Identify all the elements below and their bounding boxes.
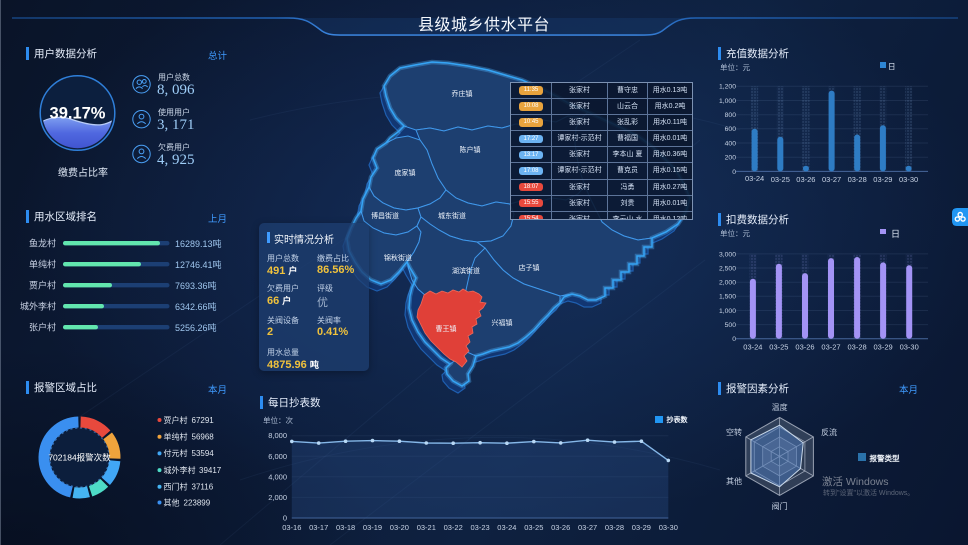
svg-text:其他: 其他: [164, 497, 180, 507]
svg-text:03-24: 03-24: [497, 523, 516, 532]
svg-text:03-27: 03-27: [821, 342, 840, 351]
svg-text:03-24: 03-24: [745, 174, 764, 183]
svg-text:200: 200: [725, 155, 737, 162]
svg-text:鱼龙村: 鱼龙村: [29, 238, 56, 249]
svg-text:城外李村: 城外李村: [20, 301, 56, 312]
svg-text:付元村: 付元村: [164, 448, 188, 458]
svg-text:03-26: 03-26: [551, 523, 570, 532]
svg-text:03-28: 03-28: [848, 342, 867, 351]
svg-text:单纯村: 单纯村: [164, 432, 188, 442]
svg-text:兴福镇: 兴福镇: [492, 318, 513, 327]
svg-text:1,000: 1,000: [719, 98, 736, 105]
svg-text:03-24: 03-24: [743, 342, 762, 351]
svg-text:锦秋街道: 锦秋街道: [384, 253, 412, 262]
svg-text:店子镇: 店子镇: [519, 263, 540, 272]
svg-text:4,000: 4,000: [268, 472, 287, 481]
svg-text:03-25: 03-25: [524, 523, 543, 532]
svg-text:1,500: 1,500: [719, 294, 736, 301]
svg-text:03-30: 03-30: [659, 523, 678, 532]
svg-text:53594: 53594: [192, 449, 215, 458]
svg-text:张户村: 张户村: [29, 322, 56, 333]
svg-text:2,500: 2,500: [719, 265, 736, 272]
svg-text:5256.26吨: 5256.26吨: [175, 322, 217, 333]
svg-text:16289.13吨: 16289.13吨: [175, 238, 222, 249]
svg-text:庞家镇: 庞家镇: [395, 168, 416, 177]
svg-text:0: 0: [732, 169, 736, 176]
svg-text:400: 400: [725, 140, 737, 147]
svg-text:03-21: 03-21: [417, 523, 436, 532]
svg-text:39.17%: 39.17%: [50, 105, 106, 123]
svg-text:6,000: 6,000: [268, 452, 287, 461]
svg-text:03-19: 03-19: [363, 523, 382, 532]
svg-text:03-16: 03-16: [282, 523, 301, 532]
svg-text:03-30: 03-30: [899, 175, 918, 184]
svg-text:56968: 56968: [192, 433, 215, 442]
svg-text:1,200: 1,200: [719, 84, 736, 91]
svg-text:0: 0: [283, 514, 287, 523]
svg-text:03-18: 03-18: [336, 523, 355, 532]
svg-text:城外李村: 城外李村: [164, 465, 196, 475]
svg-text:03-25: 03-25: [769, 342, 788, 351]
svg-text:城东街道: 城东街道: [438, 211, 466, 220]
svg-text:7693.36吨: 7693.36吨: [175, 280, 217, 291]
svg-text:03-28: 03-28: [848, 175, 867, 184]
svg-text:39417: 39417: [199, 466, 222, 475]
svg-text:03-27: 03-27: [822, 175, 841, 184]
svg-text:03-23: 03-23: [471, 523, 490, 532]
svg-text:03-20: 03-20: [390, 523, 409, 532]
svg-text:湖滨街道: 湖滨街道: [452, 266, 480, 275]
svg-text:6342.66吨: 6342.66吨: [175, 301, 217, 312]
svg-text:03-29: 03-29: [874, 342, 893, 351]
svg-text:2,000: 2,000: [719, 280, 736, 287]
svg-text:03-17: 03-17: [309, 523, 328, 532]
svg-text:03-25: 03-25: [771, 175, 790, 184]
svg-text:陈户镇: 陈户镇: [460, 145, 481, 154]
svg-text:阀门: 阀门: [772, 501, 788, 511]
svg-text:乔庄镇: 乔庄镇: [452, 89, 473, 98]
svg-text:博昌街道: 博昌街道: [371, 211, 399, 220]
svg-text:贾户村: 贾户村: [29, 280, 56, 291]
svg-text:800: 800: [725, 112, 737, 119]
svg-text:0: 0: [732, 336, 736, 343]
svg-text:曹王镇: 曹王镇: [436, 324, 457, 333]
svg-text:600: 600: [725, 126, 737, 133]
svg-text:单纯村: 单纯村: [29, 259, 56, 270]
svg-text:03-27: 03-27: [578, 523, 597, 532]
svg-text:8,000: 8,000: [268, 431, 287, 440]
svg-text:67291: 67291: [192, 416, 215, 425]
svg-text:反流: 反流: [821, 427, 837, 437]
svg-text:其他: 其他: [726, 476, 742, 486]
svg-text:702184报警次数: 702184报警次数: [48, 453, 111, 463]
svg-text:03-29: 03-29: [873, 175, 892, 184]
svg-text:37116: 37116: [192, 483, 214, 492]
svg-text:03-29: 03-29: [632, 523, 651, 532]
svg-text:贾户村: 贾户村: [164, 415, 188, 425]
svg-text:1,000: 1,000: [719, 308, 736, 315]
svg-text:500: 500: [725, 322, 737, 329]
svg-text:03-22: 03-22: [444, 523, 463, 532]
svg-text:03-26: 03-26: [795, 342, 814, 351]
svg-text:温度: 温度: [772, 402, 788, 412]
svg-text:12746.41吨: 12746.41吨: [175, 259, 222, 270]
svg-text:03-28: 03-28: [605, 523, 624, 532]
svg-text:3,000: 3,000: [719, 251, 736, 258]
svg-text:223899: 223899: [184, 498, 211, 507]
svg-text:03-26: 03-26: [796, 175, 815, 184]
svg-text:03-30: 03-30: [900, 342, 919, 351]
svg-text:空转: 空转: [726, 427, 742, 437]
svg-text:西门村: 西门村: [164, 482, 188, 492]
svg-text:2,000: 2,000: [268, 493, 287, 502]
